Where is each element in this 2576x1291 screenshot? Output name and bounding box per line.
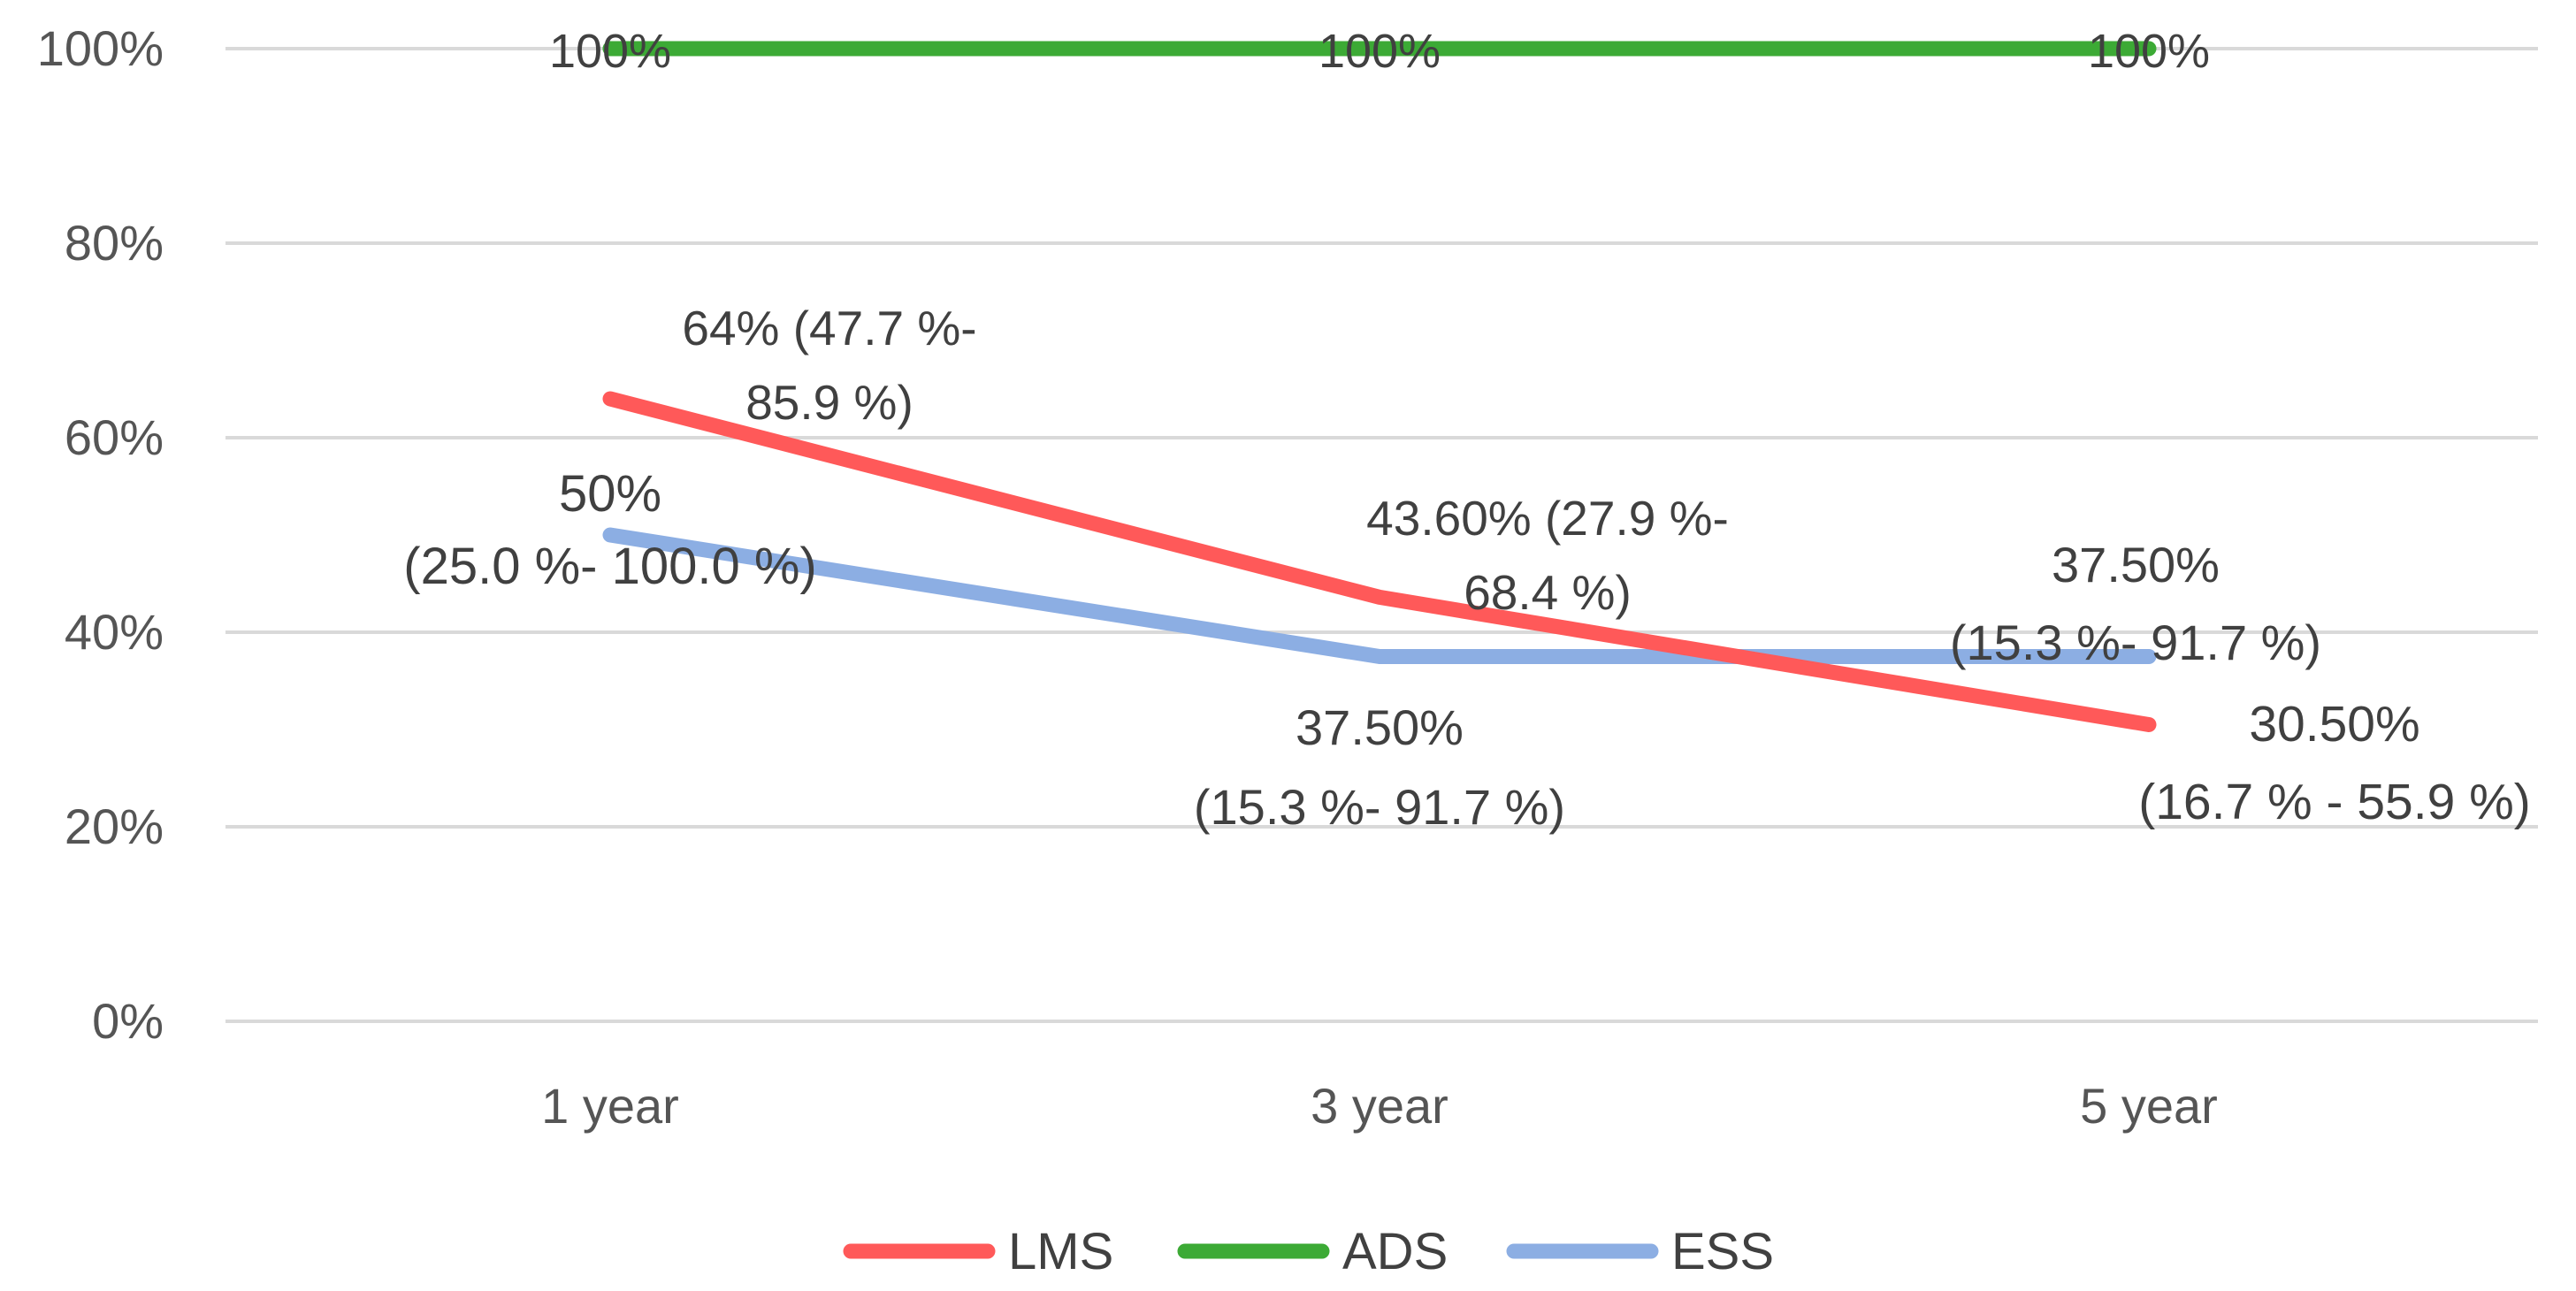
data-label-lms: 68.4 %) xyxy=(1464,565,1632,620)
data-label-ess: 50% xyxy=(559,465,661,523)
data-label-ess: (25.0 %- 100.0 %) xyxy=(403,538,816,595)
data-label-lms: 30.50% xyxy=(2249,696,2419,752)
legend-label-ads: ADS xyxy=(1342,1223,1448,1280)
x-tick-label: 1 year xyxy=(541,1078,679,1134)
legend: LMS ADS ESS xyxy=(843,1223,1774,1280)
series-lines xyxy=(602,41,2157,732)
data-label-ess: (15.3 %- 91.7 %) xyxy=(1950,615,2321,670)
data-label-ads: 100% xyxy=(1319,25,1441,78)
data-label-ess: 37.50% xyxy=(2052,537,2220,592)
y-axis-ticks: 0% 20% 40% 60% 80% 100% xyxy=(37,20,164,1049)
data-label-lms: 85.9 %) xyxy=(745,375,913,430)
y-tick-label: 40% xyxy=(65,604,164,660)
data-label-ess: 37.50% xyxy=(1296,699,1464,755)
y-tick-label: 60% xyxy=(65,409,164,465)
y-tick-label: 20% xyxy=(65,798,164,854)
y-tick-label: 100% xyxy=(37,20,164,76)
data-labels: 64% (47.7 %- 85.9 %) 43.60% (27.9 %- 68.4 %… xyxy=(403,25,2531,835)
series-line-ess xyxy=(602,527,2157,664)
data-label-lms: 43.60% (27.9 %- xyxy=(1366,491,1729,546)
legend-label-ess: ESS xyxy=(1671,1223,1774,1280)
series-line-lms xyxy=(602,391,2157,732)
data-label-ads: 100% xyxy=(2088,25,2210,78)
x-tick-label: 3 year xyxy=(1311,1078,1449,1134)
data-label-ads: 100% xyxy=(549,25,671,78)
data-label-lms: (16.7 % - 55.9 %) xyxy=(2138,774,2531,830)
x-tick-label: 5 year xyxy=(2080,1078,2218,1134)
x-axis-ticks: 1 year 3 year 5 year xyxy=(541,1078,2218,1134)
y-tick-label: 0% xyxy=(92,993,164,1049)
y-tick-label: 80% xyxy=(65,215,164,271)
legend-label-lms: LMS xyxy=(1008,1223,1113,1280)
data-label-lms: 64% (47.7 %- xyxy=(682,301,976,355)
data-label-ess: (15.3 %- 91.7 %) xyxy=(1194,779,1565,835)
